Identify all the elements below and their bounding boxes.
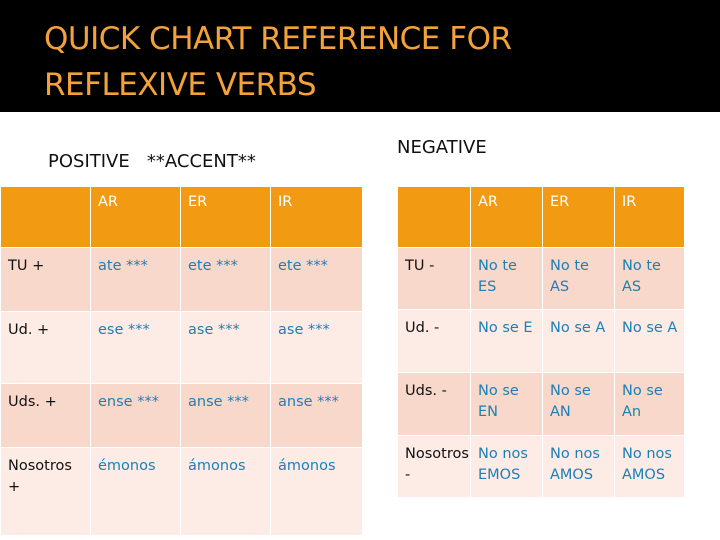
table-cell: ete *** <box>270 247 363 312</box>
table-row: Nosotros + émonos ámonos ámonos <box>0 447 363 536</box>
header-cell: AR <box>470 186 543 248</box>
row-label: Ud. - <box>397 309 471 373</box>
row-label: Uds. + <box>0 383 91 448</box>
negative-table: AR ER IR TU - No te ES No te AS No te AS… <box>397 186 685 498</box>
table-row: Ud. + ese *** ase *** ase *** <box>0 311 363 384</box>
header-cell: ER <box>542 186 615 248</box>
table-row: Ud. - No se E No se A No se A <box>397 309 685 373</box>
negative-label: NEGATIVE <box>397 137 487 158</box>
slide-title: QUICK CHART REFERENCE FOR REFLEXIVE VERB… <box>44 16 684 108</box>
negative-header-row: AR ER IR <box>397 186 685 248</box>
row-label: TU - <box>397 247 471 310</box>
header-cell: IR <box>270 186 363 248</box>
title-bar: QUICK CHART REFERENCE FOR REFLEXIVE VERB… <box>0 0 720 112</box>
title-line-2: REFLEXIVE VERBS <box>44 67 317 103</box>
table-row: TU + ate *** ete *** ete *** <box>0 247 363 312</box>
header-cell: ER <box>180 186 271 248</box>
table-row: TU - No te ES No te AS No te AS <box>397 247 685 310</box>
row-label: Ud. + <box>0 311 91 384</box>
table-cell: ese *** <box>90 311 181 384</box>
title-line-1: QUICK CHART REFERENCE FOR <box>44 21 512 57</box>
row-label: Uds. - <box>397 372 471 436</box>
header-cell <box>397 186 471 248</box>
row-label: Nosotros - <box>397 435 471 498</box>
table-cell: No nos AMOS <box>542 435 615 498</box>
table-cell: No se EN <box>470 372 543 436</box>
table-cell: ase *** <box>270 311 363 384</box>
positive-table: AR ER IR TU + ate *** ete *** ete *** Ud… <box>0 186 363 536</box>
table-cell: No te AS <box>542 247 615 310</box>
table-row: Uds. + ense *** anse *** anse *** <box>0 383 363 448</box>
row-label: Nosotros + <box>0 447 91 536</box>
header-cell: AR <box>90 186 181 248</box>
table-cell: No te AS <box>614 247 685 310</box>
row-label: TU + <box>0 247 91 312</box>
table-cell: ate *** <box>90 247 181 312</box>
table-cell: ete *** <box>180 247 271 312</box>
table-cell: No te ES <box>470 247 543 310</box>
table-cell: No se AN <box>542 372 615 436</box>
table-cell: ase *** <box>180 311 271 384</box>
table-cell: émonos <box>90 447 181 536</box>
header-cell <box>0 186 91 248</box>
table-cell: ámonos <box>270 447 363 536</box>
table-cell: anse *** <box>180 383 271 448</box>
table-cell: No se E <box>470 309 543 373</box>
table-cell: No se A <box>542 309 615 373</box>
table-cell: No nos EMOS <box>470 435 543 498</box>
table-cell: ámonos <box>180 447 271 536</box>
table-row: Uds. - No se EN No se AN No se An <box>397 372 685 436</box>
positive-label: POSITIVE **ACCENT** <box>48 151 256 172</box>
table-cell: ense *** <box>90 383 181 448</box>
table-cell: No se An <box>614 372 685 436</box>
table-cell: No se A <box>614 309 685 373</box>
table-cell: No nos AMOS <box>614 435 685 498</box>
table-cell: anse *** <box>270 383 363 448</box>
header-cell: IR <box>614 186 685 248</box>
table-row: Nosotros - No nos EMOS No nos AMOS No no… <box>397 435 685 498</box>
positive-header-row: AR ER IR <box>0 186 363 248</box>
